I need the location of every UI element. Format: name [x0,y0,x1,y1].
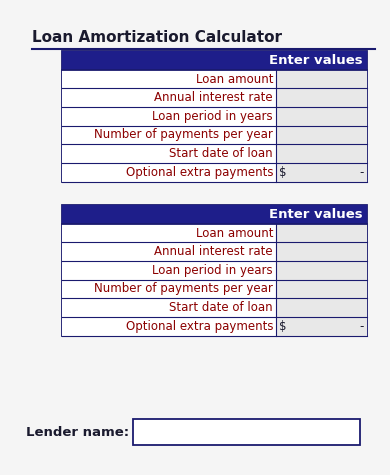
Text: Loan amount: Loan amount [195,227,273,239]
Bar [62,317,276,335]
Bar [62,107,276,126]
Bar [276,280,367,298]
Bar [62,261,276,280]
Bar [62,205,367,224]
Text: $: $ [279,320,287,332]
Text: -: - [360,320,364,332]
Bar [276,317,367,335]
Text: Annual interest rate: Annual interest rate [154,245,273,258]
Bar [62,298,276,317]
Bar [62,51,367,70]
Text: Enter values: Enter values [269,208,363,221]
Bar [276,163,367,181]
Bar [276,107,367,126]
Bar [62,242,276,261]
Bar [62,126,276,144]
Text: -: - [360,166,364,179]
Bar [276,126,367,144]
Bar [62,224,276,242]
Text: Annual interest rate: Annual interest rate [154,91,273,104]
Bar [276,298,367,317]
Bar [62,70,276,88]
Text: Lender name:: Lender name: [26,426,129,439]
Bar [62,163,276,181]
Text: Loan amount: Loan amount [195,73,273,86]
Text: Start date of loan: Start date of loan [169,301,273,314]
Bar [276,88,367,107]
Bar [62,51,367,181]
Bar [276,261,367,280]
Text: Loan period in years: Loan period in years [152,110,273,123]
Bar [276,242,367,261]
Bar [62,205,367,335]
Text: Loan Amortization Calculator: Loan Amortization Calculator [32,30,282,45]
Text: Number of payments per year: Number of payments per year [94,128,273,142]
Bar [133,419,360,445]
Bar [276,70,367,88]
Bar [62,280,276,298]
Bar [276,144,367,163]
Bar [276,224,367,242]
Bar [62,88,276,107]
Text: $: $ [279,166,287,179]
Text: Number of payments per year: Number of payments per year [94,283,273,295]
Text: Optional extra payments: Optional extra payments [126,166,273,179]
Text: Start date of loan: Start date of loan [169,147,273,160]
Text: Optional extra payments: Optional extra payments [126,320,273,332]
Text: Enter values: Enter values [269,54,363,67]
Text: Loan period in years: Loan period in years [152,264,273,277]
Bar [62,144,276,163]
